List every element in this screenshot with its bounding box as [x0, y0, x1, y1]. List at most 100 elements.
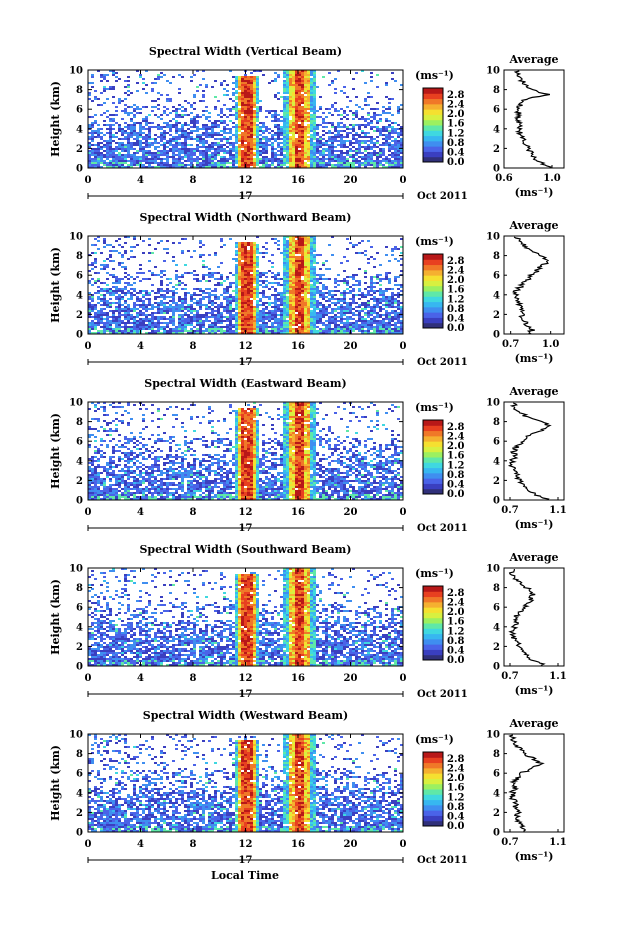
heatmap-cell: [190, 76, 193, 78]
heatmap-cell: [196, 90, 199, 92]
heatmap-cell: [274, 310, 277, 312]
heatmap-cell: [322, 328, 325, 330]
heatmap-cell: [295, 82, 298, 84]
heatmap-cell: [310, 136, 313, 138]
heatmap-cell: [88, 282, 91, 284]
heatmap-cell: [94, 304, 97, 306]
heatmap-cell: [250, 332, 253, 334]
heatmap-cell: [247, 110, 250, 112]
heatmap-cell: [88, 116, 91, 118]
heatmap-cell: [178, 128, 181, 130]
heatmap-cell: [298, 256, 301, 258]
heatmap-cell: [187, 324, 190, 326]
heatmap-cell: [298, 312, 301, 314]
heatmap-cell: [109, 150, 112, 152]
heatmap-cell: [394, 146, 397, 148]
heatmap-cell: [247, 322, 250, 324]
heatmap-cell: [286, 268, 289, 270]
heatmap-cell: [241, 96, 244, 98]
heatmap-cell: [244, 104, 247, 106]
heatmap-cell: [235, 126, 238, 128]
heatmap-cell: [100, 308, 103, 310]
heatmap-cell: [190, 80, 193, 82]
heatmap-cell: [118, 294, 121, 296]
heatmap-cell: [127, 306, 130, 308]
heatmap-cell: [271, 138, 274, 140]
heatmap-cell: [310, 236, 313, 238]
heatmap-cell: [340, 160, 343, 162]
heatmap-cell: [184, 166, 187, 168]
heatmap-cell: [169, 310, 172, 312]
heatmap-cell: [343, 160, 346, 162]
heatmap-cell: [121, 332, 124, 334]
heatmap-cell: [130, 92, 133, 94]
heatmap-cell: [316, 316, 319, 318]
heatmap-cell: [328, 298, 331, 300]
heatmap-cell: [244, 284, 247, 286]
heatmap-cell: [235, 288, 238, 290]
heatmap-cell: [181, 274, 184, 276]
heatmap-cell: [199, 116, 202, 118]
heatmap-cell: [286, 276, 289, 278]
heatmap-cell: [109, 142, 112, 144]
heatmap-cell: [220, 160, 223, 162]
heatmap-cell: [94, 164, 97, 166]
heatmap-cell: [130, 298, 133, 300]
heatmap-cell: [115, 318, 118, 320]
heatmap-cell: [214, 162, 217, 164]
heatmap-cell: [310, 268, 313, 270]
heatmap-cell: [298, 290, 301, 292]
heatmap-cell: [310, 144, 313, 146]
heatmap-cell: [217, 148, 220, 150]
heatmap-cell: [181, 142, 184, 144]
heatmap-cell: [127, 132, 130, 134]
heatmap-cell: [262, 142, 265, 144]
heatmap-cell: [250, 150, 253, 152]
heatmap-cell: [256, 106, 259, 108]
heatmap-cell: [235, 162, 238, 164]
heatmap-cell: [313, 302, 316, 304]
heatmap-cell: [385, 140, 388, 142]
heatmap-cell: [310, 124, 313, 126]
heatmap-cell: [253, 90, 256, 92]
heatmap-cell: [157, 318, 160, 320]
heatmap-cell: [118, 328, 121, 330]
heatmap-cell: [130, 136, 133, 138]
heatmap-cell: [178, 276, 181, 278]
heatmap-cell: [322, 314, 325, 316]
heatmap-cell: [289, 308, 292, 310]
heatmap-cell: [253, 86, 256, 88]
heatmap-cell: [175, 142, 178, 144]
heatmap-cell: [226, 116, 229, 118]
heatmap-cell: [190, 136, 193, 138]
heatmap-cell: [316, 150, 319, 152]
heatmap-cell: [271, 324, 274, 326]
heatmap-cell: [199, 314, 202, 316]
heatmap-cell: [253, 290, 256, 292]
heatmap-cell: [253, 332, 256, 334]
heatmap-cell: [289, 78, 292, 80]
heatmap-cell: [304, 248, 307, 250]
heatmap-cell: [397, 158, 400, 160]
heatmap-cell: [352, 134, 355, 136]
heatmap-cell: [322, 138, 325, 140]
heatmap-cell: [256, 318, 259, 320]
heatmap-cell: [307, 118, 310, 120]
heatmap-cell: [370, 96, 373, 98]
heatmap-cell: [301, 258, 304, 260]
heatmap-cell: [397, 108, 400, 110]
heatmap-cell: [151, 318, 154, 320]
heatmap-cell: [115, 122, 118, 124]
heatmap-cell: [238, 94, 241, 96]
heatmap-cell: [292, 124, 295, 126]
heatmap-cell: [313, 76, 316, 78]
heatmap-cell: [220, 322, 223, 324]
heatmap-cell: [244, 132, 247, 134]
heatmap-cell: [211, 162, 214, 164]
heatmap-cell: [103, 330, 106, 332]
heatmap-cell: [229, 70, 232, 72]
heatmap-cell: [166, 80, 169, 82]
heatmap-cell: [241, 254, 244, 256]
heatmap-cell: [97, 156, 100, 158]
heatmap-cell: [103, 124, 106, 126]
